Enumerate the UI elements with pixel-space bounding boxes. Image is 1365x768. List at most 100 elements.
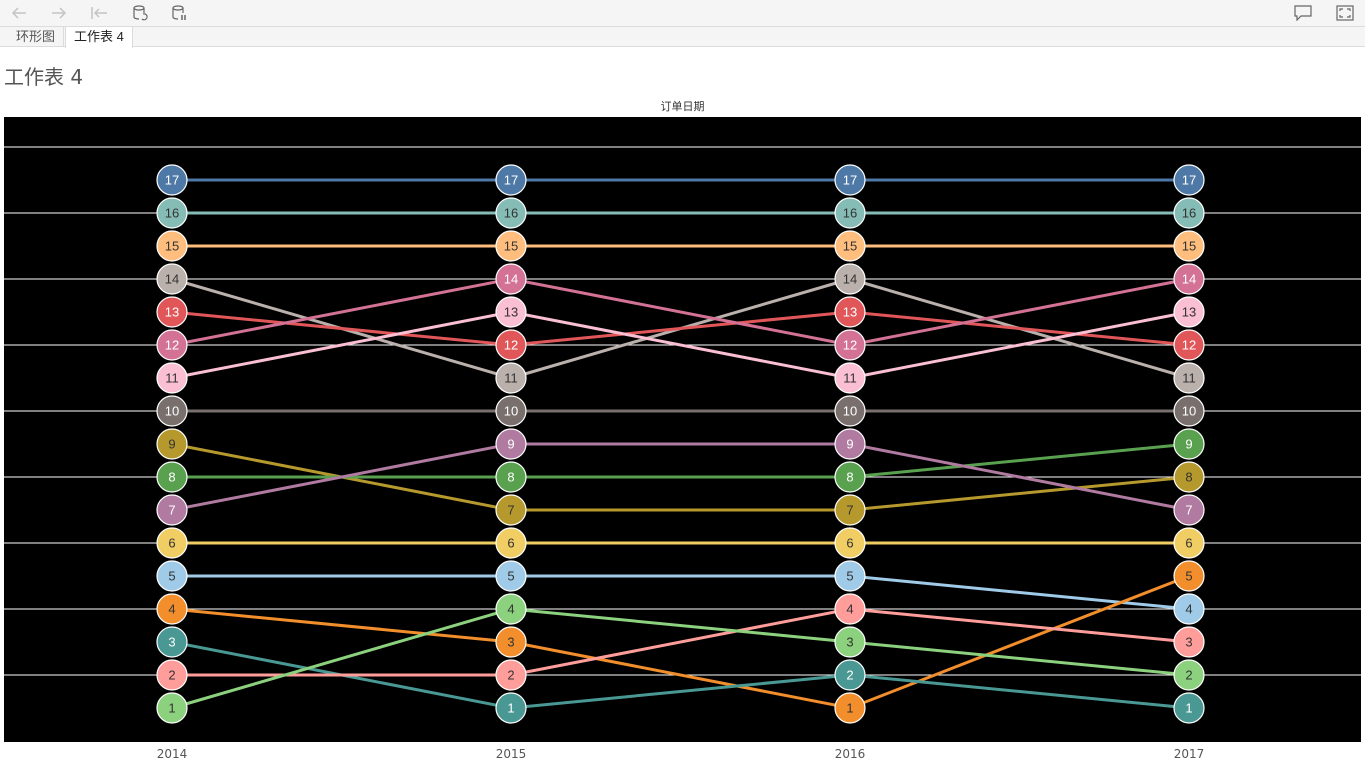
- data-point[interactable]: [834, 263, 866, 295]
- data-point[interactable]: [156, 164, 188, 196]
- data-point[interactable]: [1173, 362, 1205, 394]
- data-label: 11: [504, 371, 518, 386]
- data-point[interactable]: [495, 230, 527, 262]
- data-point[interactable]: [834, 164, 866, 196]
- data-point[interactable]: [156, 593, 188, 625]
- data-point[interactable]: [156, 527, 188, 559]
- data-point[interactable]: [1173, 197, 1205, 229]
- data-point[interactable]: [156, 296, 188, 328]
- data-point[interactable]: [1173, 527, 1205, 559]
- comment-button[interactable]: [1291, 2, 1315, 24]
- data-point[interactable]: [495, 164, 527, 196]
- data-point[interactable]: [834, 296, 866, 328]
- data-point[interactable]: [834, 494, 866, 526]
- data-label: 15: [504, 239, 518, 254]
- data-label: 5: [1185, 569, 1192, 584]
- data-point[interactable]: [156, 461, 188, 493]
- data-point[interactable]: [156, 329, 188, 361]
- data-point[interactable]: [156, 197, 188, 229]
- redo-button[interactable]: [47, 2, 71, 24]
- data-point[interactable]: [495, 362, 527, 394]
- data-point[interactable]: [834, 626, 866, 658]
- data-point[interactable]: [834, 428, 866, 460]
- data-point[interactable]: [495, 527, 527, 559]
- data-point[interactable]: [1173, 692, 1205, 724]
- data-point[interactable]: [834, 527, 866, 559]
- data-label: 11: [1182, 371, 1196, 386]
- data-point[interactable]: [1173, 593, 1205, 625]
- data-point[interactable]: [495, 659, 527, 691]
- tab-ring-chart[interactable]: 环形图: [8, 27, 65, 47]
- data-point[interactable]: [495, 560, 527, 592]
- data-point[interactable]: [834, 593, 866, 625]
- fullscreen-button[interactable]: [1333, 2, 1357, 24]
- x-tick-label: 2017: [1174, 747, 1205, 761]
- tab-worksheet-4[interactable]: 工作表 4: [65, 27, 133, 48]
- data-point[interactable]: [834, 329, 866, 361]
- series-line-17: [171, 607, 1190, 710]
- data-label: 16: [165, 206, 179, 221]
- data-point[interactable]: [495, 692, 527, 724]
- refresh-data-icon: [133, 5, 148, 21]
- series-line-13: [172, 574, 1190, 611]
- data-point[interactable]: [495, 494, 527, 526]
- pause-updates-button[interactable]: [167, 2, 191, 24]
- data-point[interactable]: [1173, 659, 1205, 691]
- data-label: 6: [168, 536, 175, 551]
- data-point[interactable]: [495, 263, 527, 295]
- refresh-data-button[interactable]: [128, 2, 152, 24]
- data-point[interactable]: [1173, 296, 1205, 328]
- toolbar: [0, 0, 1365, 27]
- data-point[interactable]: [1173, 263, 1205, 295]
- data-label: 10: [843, 404, 857, 419]
- data-point[interactable]: [1173, 461, 1205, 493]
- data-point[interactable]: [1173, 560, 1205, 592]
- data-point[interactable]: [156, 692, 188, 724]
- data-point[interactable]: [495, 329, 527, 361]
- x-tick-label: 2014: [157, 747, 188, 761]
- data-point[interactable]: [834, 395, 866, 427]
- data-point[interactable]: [495, 197, 527, 229]
- data-point[interactable]: [495, 593, 527, 625]
- data-point[interactable]: [495, 461, 527, 493]
- data-point[interactable]: [156, 626, 188, 658]
- data-point[interactable]: [1173, 494, 1205, 526]
- data-point[interactable]: [1173, 428, 1205, 460]
- data-point[interactable]: [156, 230, 188, 262]
- data-point[interactable]: [156, 659, 188, 691]
- data-label: 3: [846, 635, 853, 650]
- data-point[interactable]: [495, 626, 527, 658]
- data-point[interactable]: [834, 197, 866, 229]
- data-point[interactable]: [495, 428, 527, 460]
- data-point[interactable]: [156, 428, 188, 460]
- data-label: 16: [1182, 206, 1196, 221]
- data-point[interactable]: [156, 560, 188, 592]
- data-point[interactable]: [834, 230, 866, 262]
- data-point[interactable]: [1173, 626, 1205, 658]
- sheet-title: 工作表 4: [4, 65, 84, 89]
- data-point[interactable]: [156, 362, 188, 394]
- data-point[interactable]: [1173, 329, 1205, 361]
- data-point[interactable]: [495, 395, 527, 427]
- data-point[interactable]: [1173, 230, 1205, 262]
- data-point[interactable]: [834, 560, 866, 592]
- data-point[interactable]: [156, 263, 188, 295]
- series-line-14: [171, 574, 1190, 710]
- data-point[interactable]: [495, 296, 527, 328]
- data-point[interactable]: [1173, 164, 1205, 196]
- data-point[interactable]: [834, 692, 866, 724]
- data-label: 3: [1185, 635, 1192, 650]
- data-label: 4: [846, 602, 853, 617]
- data-point[interactable]: [834, 461, 866, 493]
- data-point[interactable]: [834, 659, 866, 691]
- data-point[interactable]: [834, 362, 866, 394]
- data-point[interactable]: [156, 395, 188, 427]
- data-label: 6: [846, 536, 853, 551]
- data-label: 7: [168, 503, 175, 518]
- data-point[interactable]: [156, 494, 188, 526]
- revert-button[interactable]: [87, 2, 111, 24]
- undo-button[interactable]: [7, 2, 31, 24]
- data-point[interactable]: [1173, 395, 1205, 427]
- data-label: 17: [843, 173, 857, 188]
- data-label: 11: [843, 371, 857, 386]
